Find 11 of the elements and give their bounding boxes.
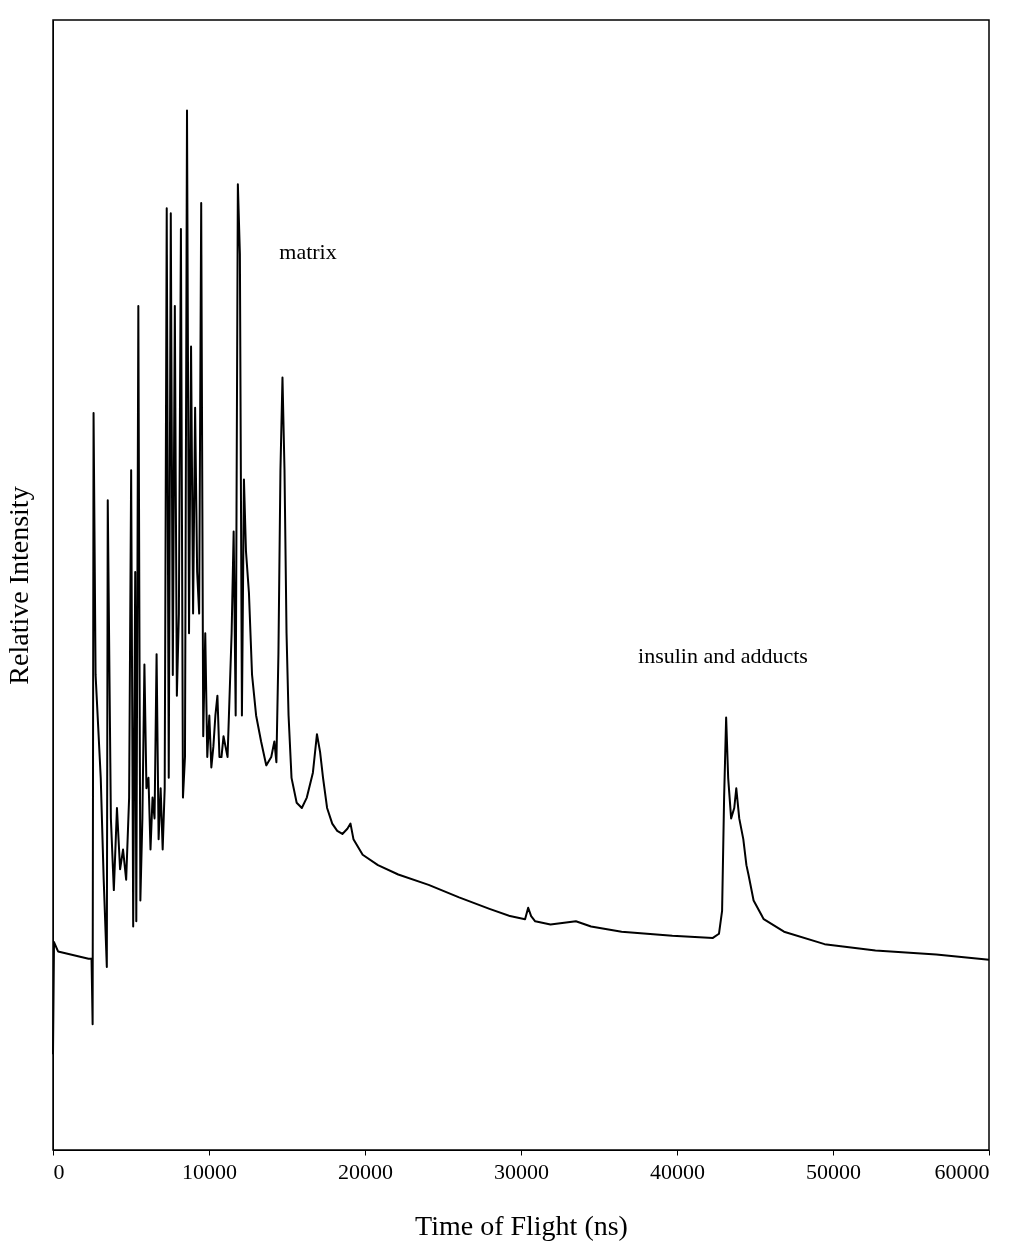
x-tick-label: 60000 xyxy=(934,1158,990,1184)
x-tick-label: 0 xyxy=(53,1158,65,1184)
x-tick-label: 40000 xyxy=(650,1158,705,1184)
x-tick-label: 50000 xyxy=(806,1158,861,1184)
y-axis-title: Relative Intensity xyxy=(2,486,34,685)
annotation: matrix xyxy=(279,239,337,264)
x-tick-label: 20000 xyxy=(338,1158,393,1184)
annotation: insulin and adducts xyxy=(638,643,808,668)
x-tick-label: 30000 xyxy=(494,1158,549,1184)
x-axis-title: Time of Flight (ns) xyxy=(415,1209,628,1241)
x-tick-label: 10000 xyxy=(182,1158,237,1184)
